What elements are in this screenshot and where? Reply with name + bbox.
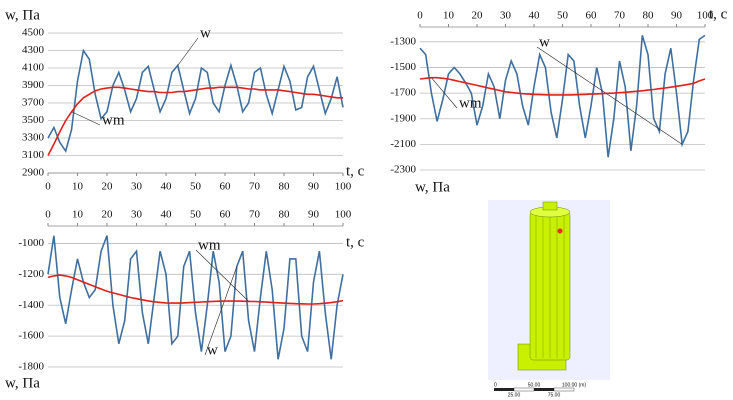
y-tick-label: 3700: [22, 97, 45, 109]
x-tick-label: 10: [72, 181, 84, 193]
scale-label: 50.00: [528, 382, 541, 388]
scale-bar-segment: [554, 388, 574, 391]
x-axis-label: t, c: [346, 163, 365, 179]
x-tick-label: 0: [45, 209, 51, 221]
x-tick-label: 100: [335, 209, 352, 221]
scale-bar-segment: [514, 388, 534, 391]
figure: 0 50.00 100.00 (m) 25.00 75.00 2900 3100 3…: [0, 0, 733, 400]
x-tick-label: 90: [308, 181, 320, 193]
y-tick-label: 3900: [22, 79, 45, 91]
x-tick-label: 20: [102, 209, 114, 221]
scale-label: 0: [494, 382, 497, 388]
chart: -1800 -1600 -1400 -1200 -1000 0 10 20 30 40 50 60 70…: [5, 209, 365, 392]
line-series: [420, 78, 705, 95]
y-tick-label: -1600: [18, 330, 44, 342]
x-tick-label: 70: [249, 209, 261, 221]
x-tick-label: 90: [671, 10, 683, 22]
scale-label: 100.00 (m): [562, 382, 587, 388]
series-label: w: [207, 342, 218, 358]
x-tick-label: 40: [161, 209, 173, 221]
line-series: [48, 51, 343, 152]
x-tick-label: 20: [472, 10, 484, 22]
x-tick-label: 30: [131, 181, 143, 193]
series-label: w: [539, 34, 550, 50]
x-tick-label: 50: [190, 209, 202, 221]
x-axis-label: t, c: [709, 6, 728, 22]
scale-label: 75.00: [548, 392, 561, 398]
x-tick-label: 100: [335, 181, 352, 193]
scale-label: 25.00: [508, 392, 521, 398]
annotation-leader: [72, 112, 100, 125]
x-tick-label: 80: [643, 10, 655, 22]
y-tick-label: -1800: [18, 361, 44, 373]
x-tick-label: 60: [586, 10, 598, 22]
x-tick-label: 30: [131, 209, 143, 221]
y-tick-label: -1500: [390, 61, 416, 73]
model-probe: [558, 229, 563, 234]
x-tick-label: 40: [161, 181, 173, 193]
x-tick-label: 0: [417, 10, 423, 22]
x-tick-label: 80: [279, 209, 291, 221]
y-tick-label: 3100: [22, 149, 45, 161]
series-label: wm: [459, 95, 482, 111]
x-tick-label: 90: [308, 209, 320, 221]
series-label: w: [200, 25, 211, 41]
x-tick-label: 50: [190, 181, 202, 193]
series-label: wm: [102, 112, 125, 128]
y-tick-label: -2300: [390, 164, 416, 176]
y-tick-label: -1300: [390, 35, 416, 47]
annotation-leader: [178, 38, 198, 65]
x-tick-label: 10: [443, 10, 455, 22]
y-tick-label: 3500: [22, 114, 45, 126]
y-tick-label: -1200: [18, 268, 44, 280]
y-tick-label: 3300: [22, 132, 45, 144]
y-axis-label: w, Па: [5, 375, 40, 391]
x-tick-label: 50: [557, 10, 569, 22]
y-tick-label: -1000: [18, 237, 44, 249]
x-tick-label: 80: [279, 181, 291, 193]
y-tick-label: 4300: [22, 44, 45, 56]
y-tick-label: -2100: [390, 138, 416, 150]
y-tick-label: -1400: [18, 299, 44, 311]
y-tick-label: 4100: [22, 62, 45, 74]
x-tick-label: 70: [614, 10, 626, 22]
x-tick-label: 60: [220, 181, 232, 193]
x-tick-label: 30: [500, 10, 512, 22]
y-tick-label: -1900: [390, 112, 416, 124]
model-image: 0 50.00 100.00 (m) 25.00 75.00: [488, 200, 610, 398]
x-tick-label: 20: [102, 181, 114, 193]
y-tick-label: -1700: [390, 87, 416, 99]
x-tick-label: 60: [220, 209, 232, 221]
series-label: wm: [198, 237, 221, 253]
chart: -2300 -2100 -1900 -1700 -1500 -1300 0 10 20 30 40 5…: [390, 6, 727, 195]
y-tick-label: 2900: [22, 167, 45, 179]
y-axis-label: w, Па: [415, 179, 450, 195]
y-tick-label: 4500: [22, 27, 45, 39]
x-tick-label: 0: [45, 181, 51, 193]
model-cap: [543, 202, 557, 210]
x-tick-label: 10: [72, 209, 84, 221]
line-series: [48, 236, 343, 360]
x-tick-label: 40: [529, 10, 541, 22]
x-axis-label: t, c: [346, 234, 365, 250]
chart: 2900 3100 3300 3500 3700 3900 4100 4300 4500 0 10 2…: [5, 7, 365, 192]
y-axis-label: w, Па: [5, 7, 40, 23]
x-tick-label: 70: [249, 181, 261, 193]
